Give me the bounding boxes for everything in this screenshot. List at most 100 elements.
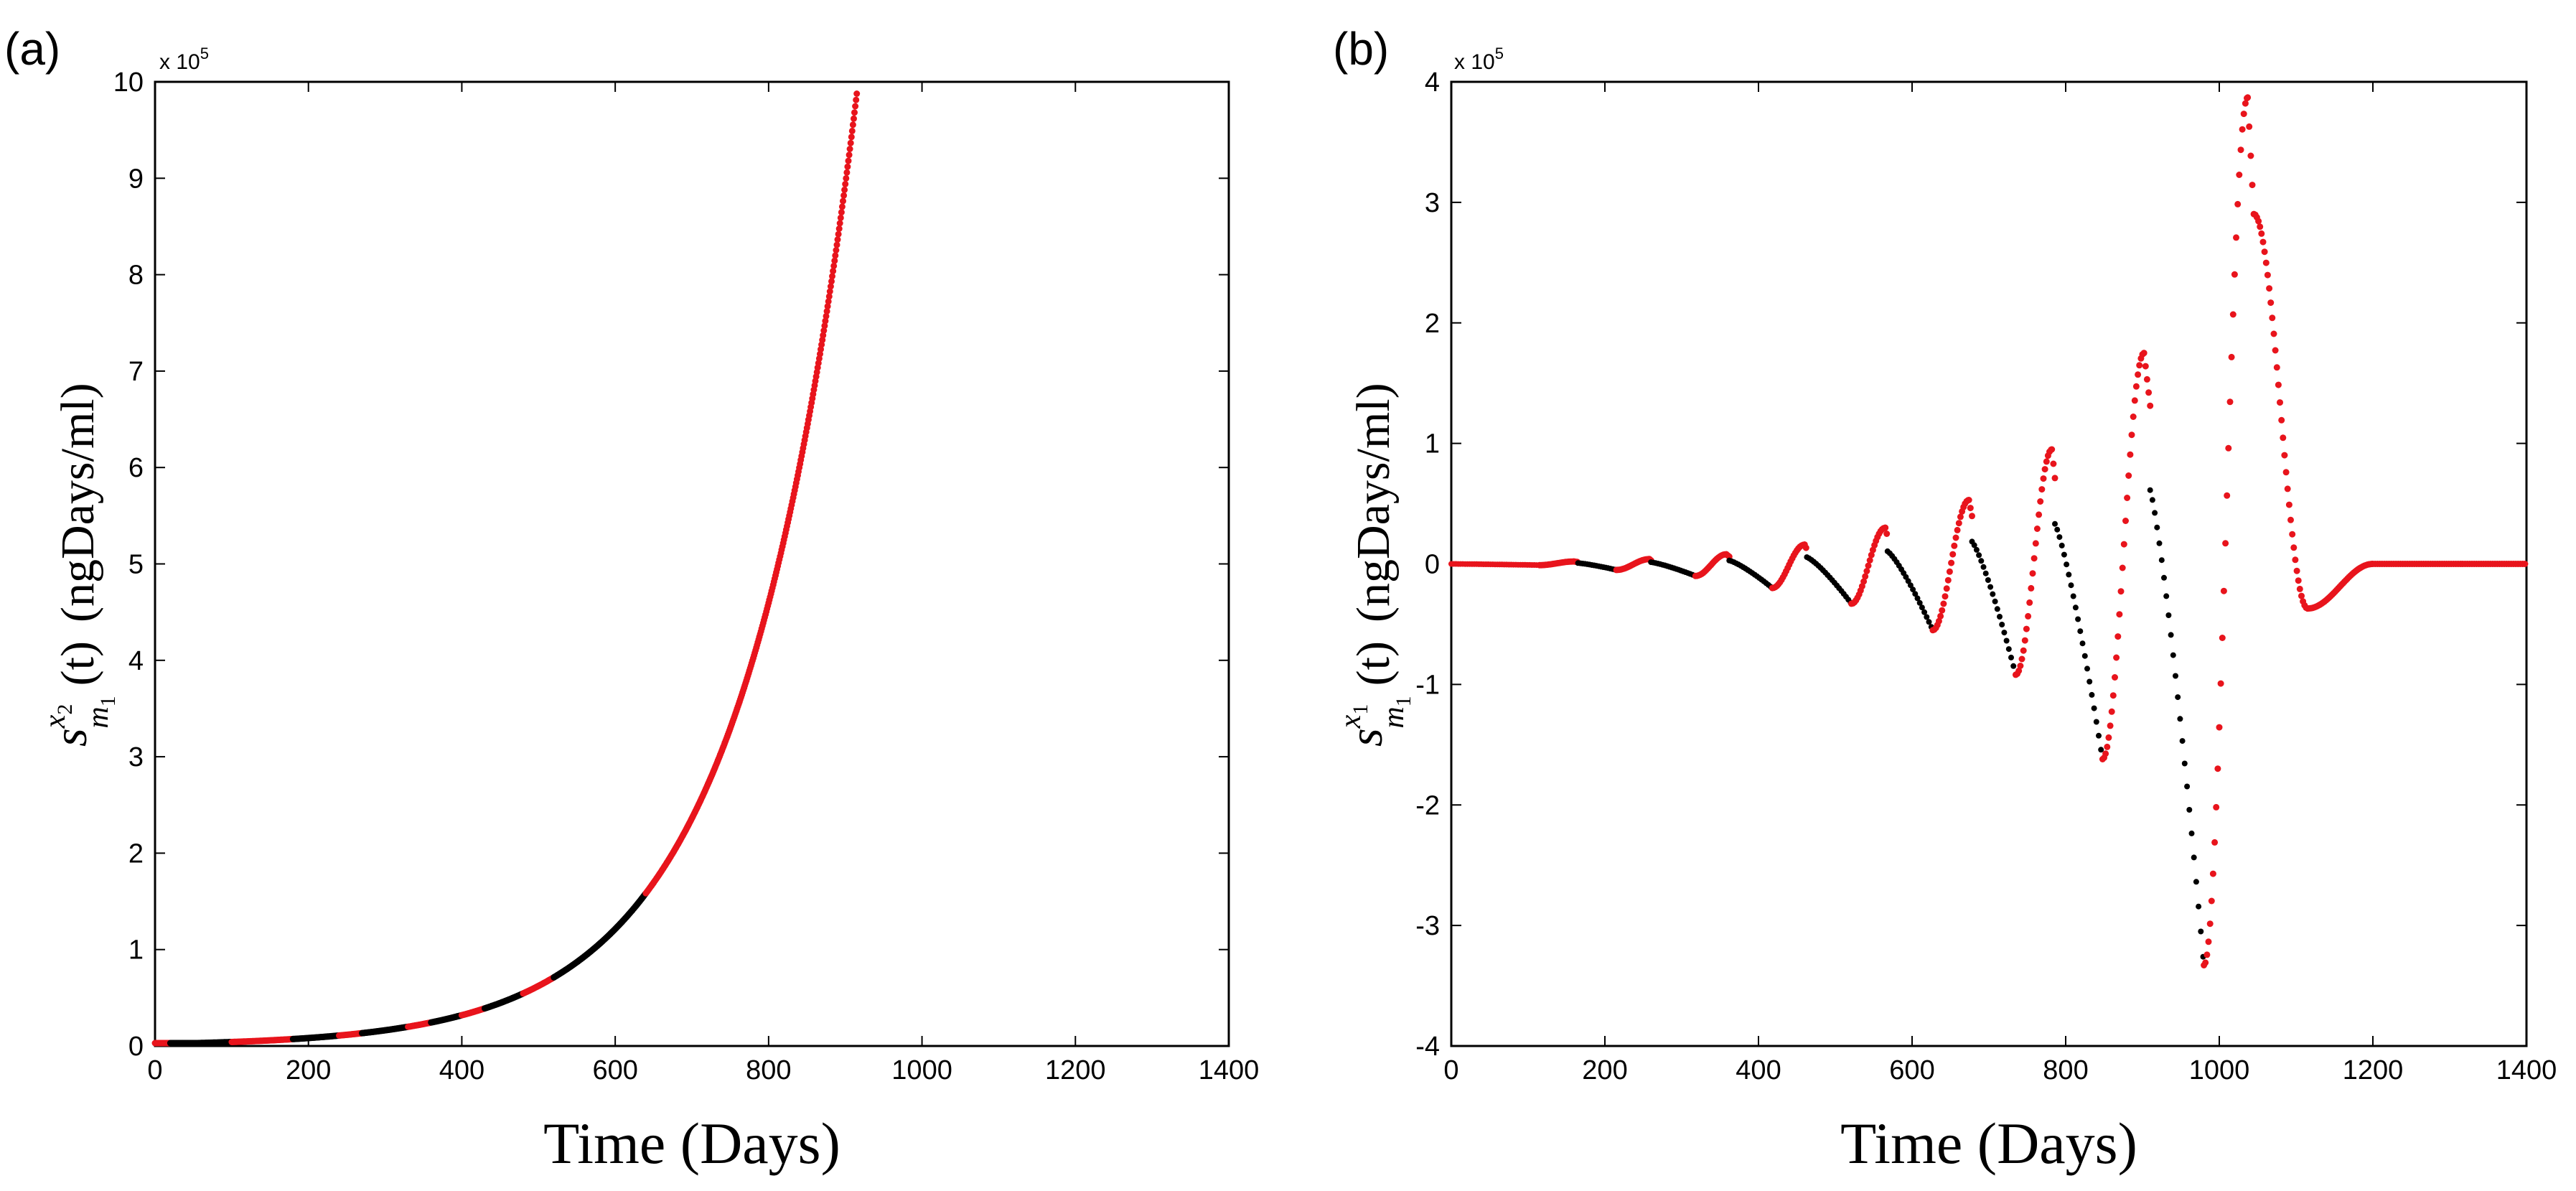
data-point: [2132, 383, 2140, 390]
data-point: [2222, 540, 2229, 547]
data-point: [836, 220, 843, 227]
data-point: [1992, 598, 1998, 604]
data-point: [2070, 593, 2076, 599]
data-point: [2158, 557, 2165, 564]
a-ytick-label: 10: [113, 67, 144, 98]
data-point: [2105, 734, 2112, 741]
data-point: [1957, 513, 1964, 520]
data-point: [1985, 577, 1991, 583]
data-point: [1949, 551, 1957, 558]
panel-b-ticks: 0 200 400 600 800 1000 1200 1400 -4 -3 -2 -1 0 1 2 3 4: [1415, 67, 2557, 1085]
data-point: [852, 103, 859, 110]
data-point: [2005, 646, 2012, 653]
data-point: [2247, 152, 2254, 159]
data-point: [2059, 542, 2065, 548]
data-point: [2086, 678, 2093, 685]
panel-b-exponent: x 105: [1454, 45, 1504, 74]
data-point: [840, 197, 846, 205]
data-point: [2145, 389, 2153, 396]
data-point: [2010, 663, 2017, 669]
data-point: [2096, 732, 2102, 739]
data-point: [2177, 716, 2183, 722]
data-point: [2116, 611, 2123, 618]
data-point: [830, 268, 837, 275]
data-point: [2152, 510, 2158, 516]
data-point: [1940, 600, 1947, 607]
data-point: [832, 252, 839, 259]
data-point: [2136, 362, 2143, 369]
data-point: [2038, 486, 2046, 493]
data-point: [2234, 200, 2242, 207]
data-point: [2064, 561, 2070, 568]
data-point: [2131, 397, 2138, 404]
data-point: [822, 317, 829, 324]
data-point: [2224, 492, 2231, 499]
data-point: [2273, 364, 2280, 371]
data-point: [2262, 259, 2270, 266]
data-point: [2020, 647, 2027, 654]
data-point: [2198, 928, 2204, 935]
data-point: [2108, 708, 2115, 715]
data-point: [848, 134, 855, 141]
data-point: [2249, 182, 2256, 189]
data-point: [2205, 938, 2212, 945]
b-ytick-label: 1: [1425, 429, 1440, 459]
data-point: [2272, 347, 2279, 354]
b-ytick-label: -2: [1415, 790, 1440, 821]
a-xtick-label: 800: [746, 1055, 791, 1085]
data-point: [2023, 625, 2030, 632]
data-point: [1987, 584, 1994, 590]
data-point: [842, 180, 849, 187]
b-ytick-label: 0: [1425, 550, 1440, 580]
data-point: [2112, 674, 2118, 681]
data-point: [1955, 520, 1962, 527]
data-point: [2102, 750, 2109, 757]
data-point: [851, 115, 857, 122]
data-point: [2050, 460, 2057, 467]
data-point: [2001, 630, 2008, 636]
data-point: [2117, 588, 2125, 595]
data-point: [2154, 524, 2160, 531]
data-point: [2258, 230, 2265, 237]
data-point: [1952, 534, 1959, 541]
data-point: [848, 127, 856, 134]
data-point: [2091, 705, 2097, 711]
data-point: [2284, 485, 2291, 492]
data-point: [823, 308, 830, 315]
data-point: [2052, 520, 2058, 527]
data-point: [2040, 475, 2047, 482]
data-point: [2275, 381, 2282, 388]
data-point: [2282, 469, 2290, 476]
a-ytick-label: 6: [128, 453, 144, 483]
data-point: [2033, 526, 2041, 532]
data-point: [840, 192, 848, 199]
data-point: [1921, 609, 1928, 615]
data-point: [2236, 172, 2243, 178]
data-point: [1926, 619, 1932, 625]
data-point: [1863, 568, 1870, 574]
data-point: [2028, 584, 2035, 592]
panel-a-ylabel: sx2 m1(t)(ngDays/ml): [39, 383, 120, 747]
data-point: [1802, 544, 1809, 551]
a-xtick-label: 0: [147, 1055, 162, 1085]
data-point: [2147, 487, 2153, 493]
data-point: [2104, 743, 2111, 750]
data-point: [1865, 562, 1872, 569]
data-point: [829, 273, 835, 280]
data-point: [1997, 614, 2003, 620]
a-ytick-label: 2: [128, 839, 144, 869]
data-point: [2213, 803, 2220, 811]
data-point: [1948, 559, 1955, 566]
data-point: [1990, 591, 1996, 597]
b-ytick-label: 4: [1425, 67, 1440, 98]
data-point: [2298, 592, 2305, 599]
data-point: [2077, 628, 2084, 635]
panel-b-ylabel: sx1 m1(t)(ngDays/ml): [1334, 383, 1415, 747]
data-point: [2209, 870, 2216, 877]
data-point: [2156, 540, 2163, 546]
data-point: [2206, 920, 2214, 928]
data-point: [2226, 398, 2234, 406]
data-point: [2041, 466, 2048, 473]
data-point: [834, 236, 841, 243]
